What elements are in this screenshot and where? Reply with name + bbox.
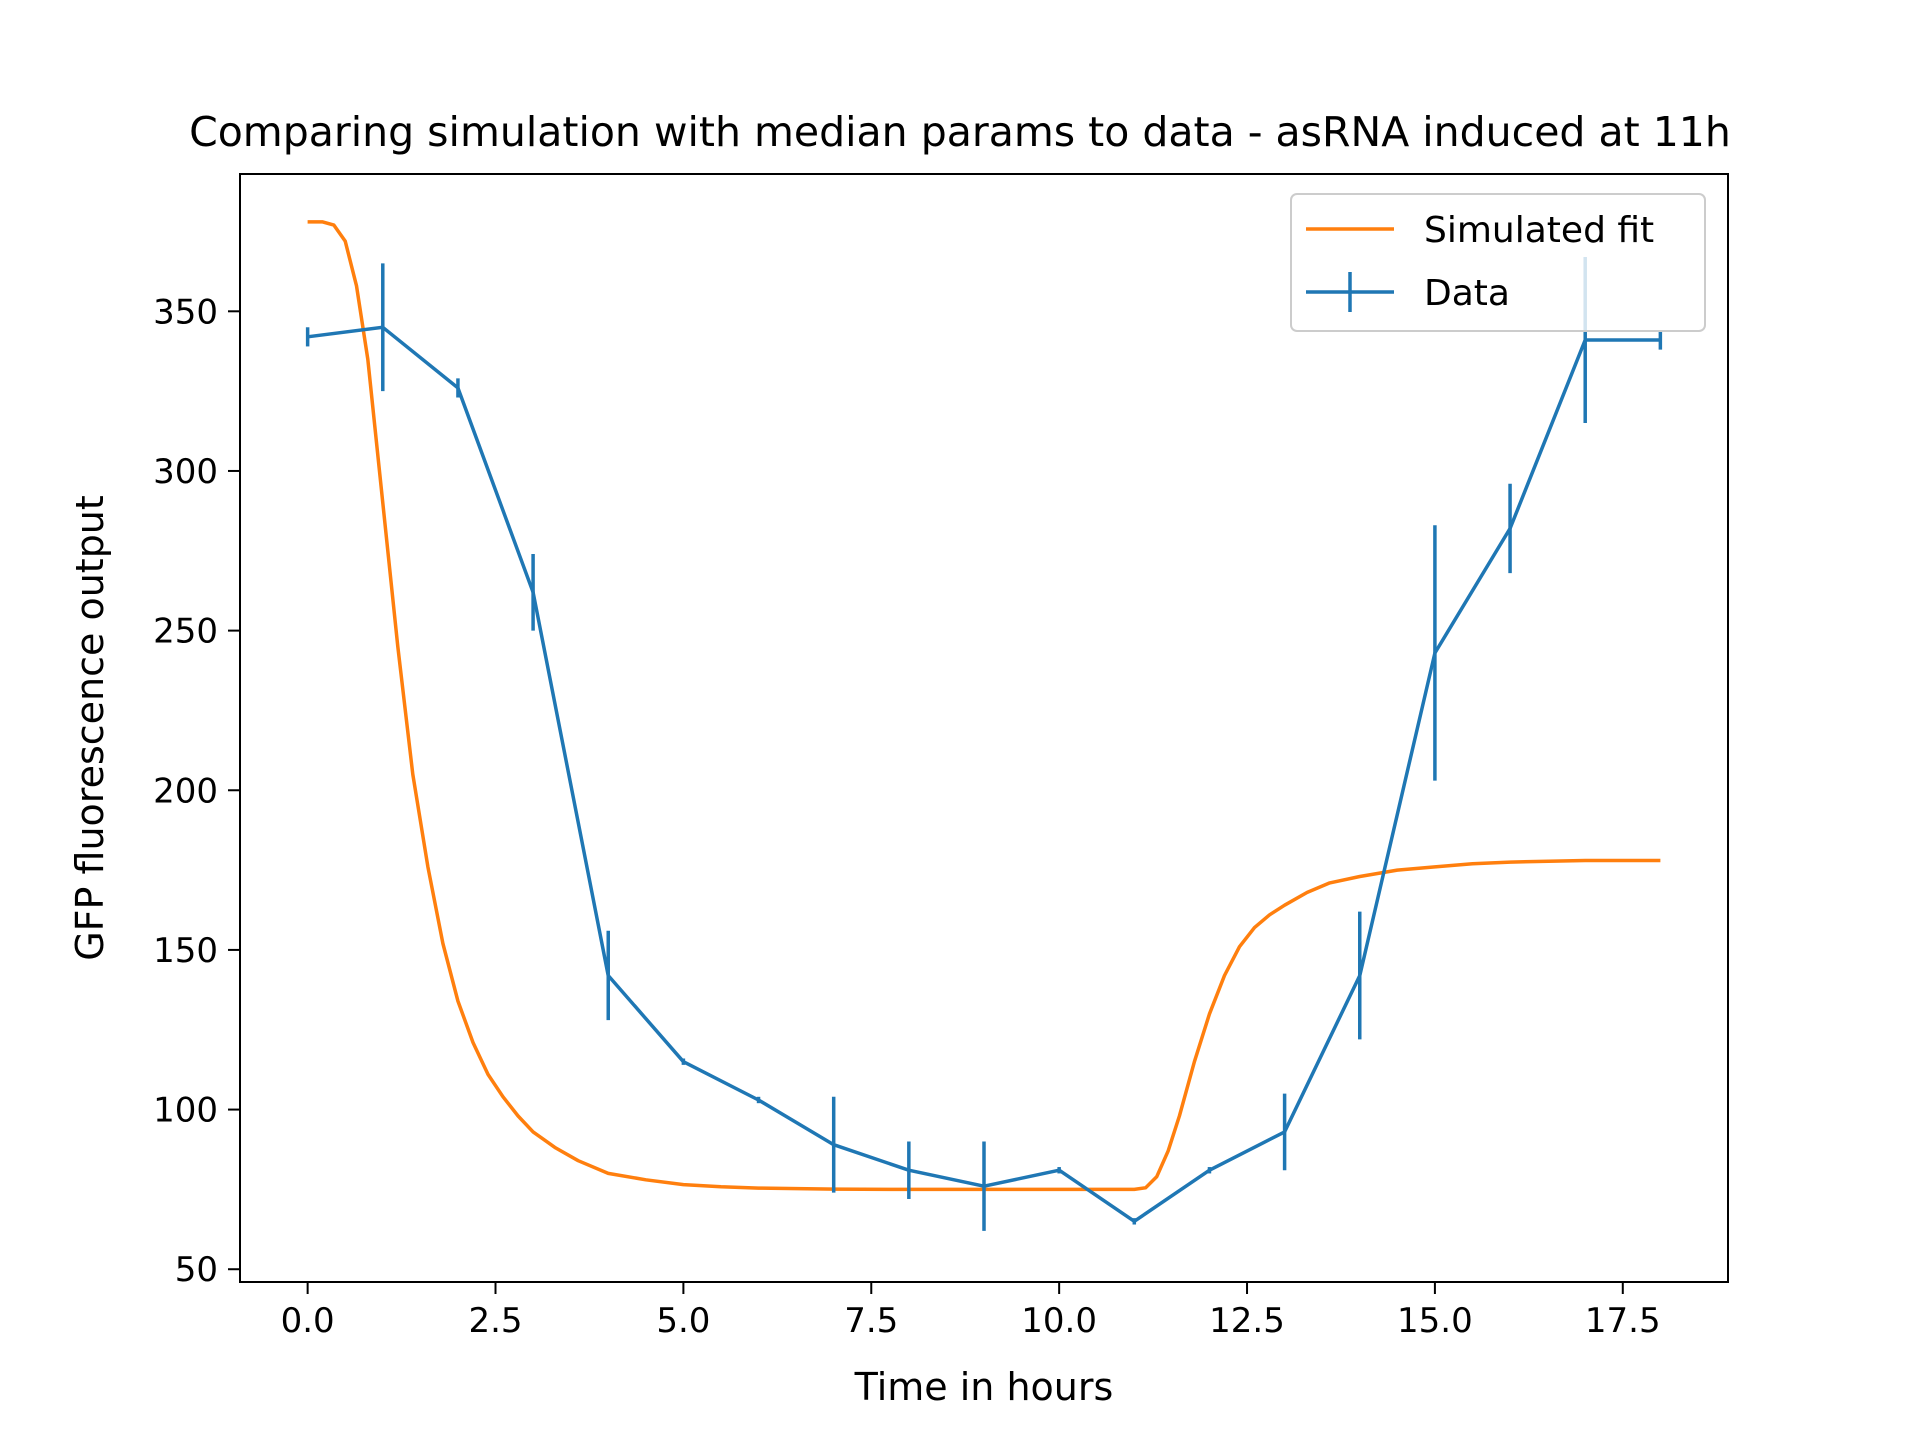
y-tick-label: 150 [153,931,218,971]
data-line [307,325,1661,1224]
series-layer [305,220,1663,1231]
x-tick-label: 2.5 [468,1301,522,1341]
legend-box [1290,193,1706,332]
x-tick-label: 12.5 [1209,1301,1285,1341]
series-simulated-fit [307,220,1661,1192]
y-tick-label: 350 [153,292,218,332]
x-tick-label: 17.5 [1585,1301,1661,1341]
x-tick-label: 5.0 [656,1301,710,1341]
legend-label-simulated-fit: Simulated fit [1424,210,1654,251]
x-tick-label: 7.5 [844,1301,898,1341]
plot-frame [239,173,1729,1283]
simulated-fit-line [307,220,1661,1192]
legend: Simulated fit Data [1290,193,1706,332]
chart-title: Comparing simulation with median params … [189,108,1731,156]
plot-area [239,173,1729,1283]
y-axis: 50 100 150 200 250 300 350 [153,292,240,1290]
x-tick-label: 10.0 [1021,1301,1097,1341]
y-tick-label: 100 [153,1091,218,1131]
y-tick-label: 250 [153,612,218,652]
x-tick-label: 0.0 [281,1301,335,1341]
y-axis-label: GFP fluorescence output [68,495,112,961]
series-data [305,257,1663,1231]
y-tick-label: 200 [153,771,218,811]
legend-label-data: Data [1424,273,1510,314]
y-tick-label: 300 [153,452,218,492]
x-axis-label: Time in hours [854,1365,1114,1409]
x-axis: 0.0 2.5 5.0 7.5 10.0 12.5 15.0 17.5 [281,1282,1661,1341]
y-tick-label: 50 [175,1250,218,1290]
x-tick-label: 15.0 [1397,1301,1473,1341]
